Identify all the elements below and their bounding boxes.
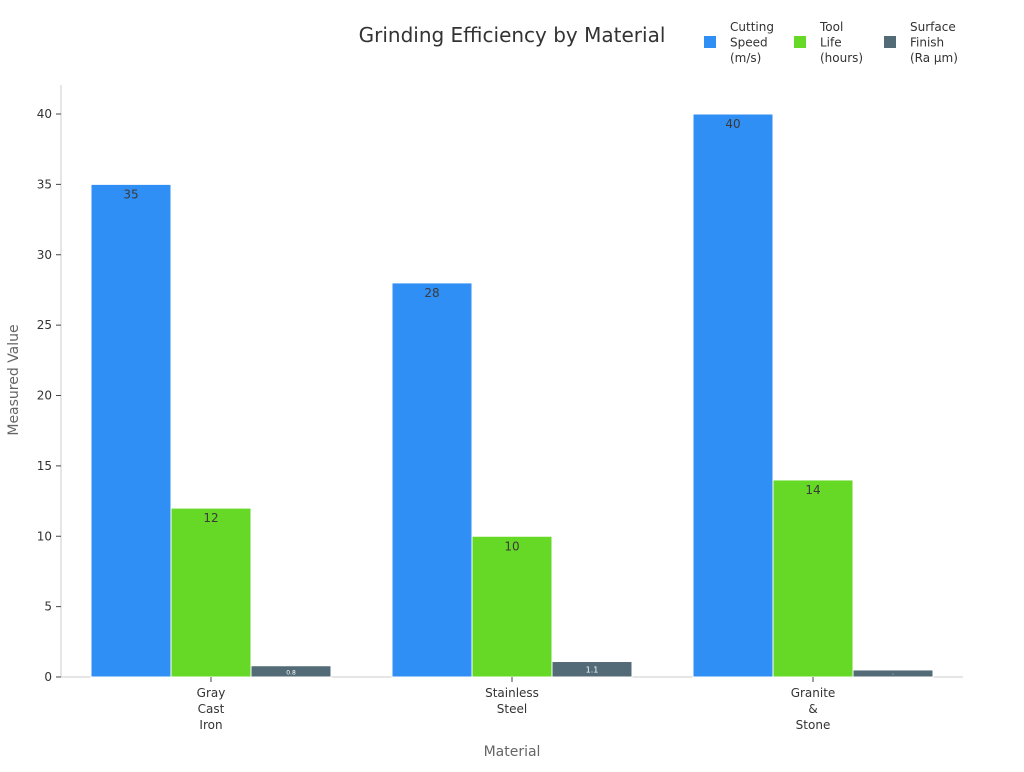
legend-label: Surface Finish (Ra μm): [910, 20, 958, 65]
y-tick-label: 20: [37, 389, 52, 403]
x-tick-label: Granite & Stone: [791, 686, 836, 732]
bar: [170, 507, 252, 678]
legend-swatch: [884, 36, 896, 48]
plot-area: 0 5 10 15 20 25 30 35 40 35 12 0.8 Gray Cast Iron 28 10 1…: [37, 85, 963, 732]
bar: [852, 669, 934, 678]
bar: [772, 479, 854, 678]
bar: [692, 113, 774, 678]
legend-item: Tool Life (hours): [794, 20, 863, 65]
bar-value-label: 10: [504, 539, 519, 553]
bar: [90, 183, 172, 678]
legend-swatch: [794, 36, 806, 48]
bar-value-label: 28: [424, 286, 439, 300]
y-tick-label: 30: [37, 248, 52, 262]
bar-value-label: 35: [123, 187, 138, 201]
x-tick-label: Gray Cast Iron: [197, 686, 226, 732]
y-tick-label: 40: [37, 107, 52, 121]
legend-item: Surface Finish (Ra μm): [884, 20, 958, 65]
bar: [391, 282, 473, 678]
bar: [471, 535, 553, 678]
y-tick-label: 10: [37, 529, 52, 543]
x-axis-label: Material: [484, 744, 541, 760]
bar-value-label: 14: [805, 483, 820, 497]
legend-label: Tool Life (hours): [819, 20, 863, 65]
y-tick-label: 5: [44, 600, 52, 614]
y-axis-label: Measured Value: [6, 324, 22, 435]
y-tick-label: 15: [37, 459, 52, 473]
legend: Cutting Speed (m/s) Tool Life (hours) Surface F…: [704, 20, 958, 65]
legend-swatch: [704, 36, 716, 48]
bar-value-label: 1.1: [586, 665, 599, 674]
y-tick-label: 0: [44, 670, 52, 684]
y-tick-label: 35: [37, 177, 52, 191]
chart-title: Grinding Efficiency by Material: [359, 23, 666, 47]
bar-value-label: 40: [725, 117, 740, 131]
bar-value-label: ·: [892, 671, 894, 678]
y-tick-label: 25: [37, 318, 52, 332]
legend-label: Cutting Speed (m/s): [730, 20, 774, 65]
bar: [250, 665, 332, 678]
x-tick-label: Stainless Steel: [485, 686, 539, 716]
bar: [551, 661, 633, 678]
bar-value-label: 12: [203, 511, 218, 525]
legend-item: Cutting Speed (m/s): [704, 20, 774, 65]
bar-value-label: 0.8: [286, 669, 296, 676]
